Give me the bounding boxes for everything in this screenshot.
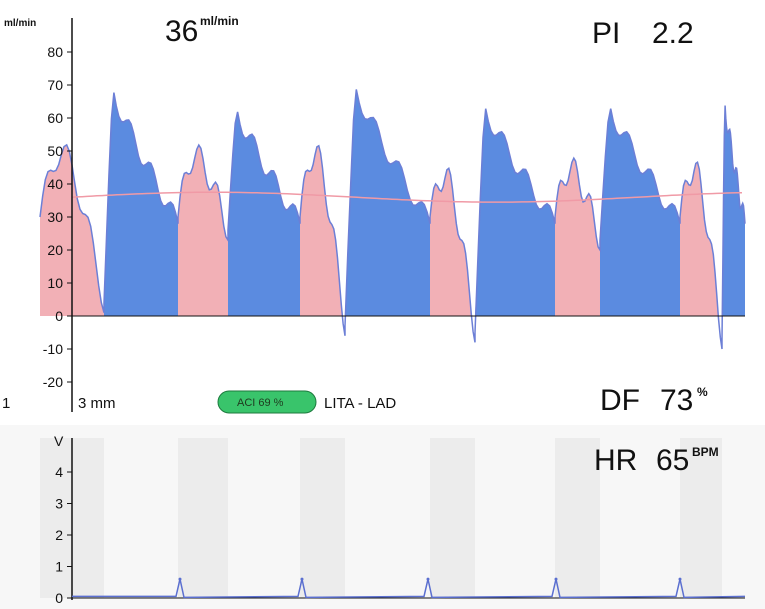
- df-label: DF: [600, 384, 640, 417]
- hr-label: HR: [594, 444, 637, 477]
- hr-value: 65: [656, 444, 689, 477]
- ecg-tick-label: 2: [55, 527, 63, 543]
- flow-outline: [39, 89, 746, 350]
- flow-tick-label: 40: [47, 176, 63, 192]
- vessel-label: LITA - LAD: [324, 395, 396, 412]
- flow-y-ticks: 80 70 60 50 40 30 20 10 0 -10 -20: [43, 44, 72, 390]
- ecg-tick-label: 1: [55, 559, 63, 575]
- ecg-trace: [72, 577, 746, 599]
- flow-tick-label: 70: [47, 77, 63, 93]
- ecg-r-peak: [426, 577, 430, 581]
- systolic-flow-area: [228, 111, 300, 317]
- diastolic-flow-area: [300, 145, 345, 316]
- y-axis-unit-label: ml/min: [4, 18, 36, 29]
- ecg-tick-label: 4: [55, 464, 63, 480]
- pi-label: PI: [592, 17, 620, 50]
- diastolic-flow-area: [178, 145, 228, 316]
- flow-tick-label: 50: [47, 143, 63, 159]
- flow-tick-label: 20: [47, 242, 63, 258]
- diastolic-flow-area: [555, 158, 600, 316]
- systolic-flow-area: [345, 89, 430, 317]
- systolic-flow-area: [722, 105, 745, 316]
- aci-badge: [217, 390, 317, 414]
- mean-flow-unit: ml/min: [200, 14, 239, 28]
- flow-tick-label: 30: [47, 209, 63, 225]
- hr-unit: BPM: [692, 445, 719, 459]
- flow-trace: [39, 89, 746, 350]
- diastolic-flow-area: [680, 162, 722, 316]
- ecg-tick-label: 3: [55, 496, 63, 512]
- df-value: 73: [660, 384, 693, 417]
- systolic-flow-area: [104, 92, 178, 316]
- ecg-beat-shade: [178, 438, 228, 598]
- flow-tick-label: 80: [47, 44, 63, 60]
- ecg-r-peak: [178, 577, 182, 581]
- ecg-beat-shade: [430, 438, 475, 598]
- pi-value: 2.2: [652, 17, 694, 50]
- ecg-beat-shade: [555, 438, 600, 598]
- ecg-panel-background: [0, 425, 765, 609]
- mean-flow-value: 36: [165, 15, 198, 48]
- ecg-y-ticks: 4 3 2 1 0: [55, 464, 72, 606]
- left-marker: 1: [2, 395, 10, 412]
- ecg-unit-label: V: [54, 433, 64, 449]
- aci-badge-label: ACI 69 %: [237, 397, 284, 409]
- ecg-r-peak: [678, 577, 682, 581]
- ecg-beat-shade: [300, 438, 345, 598]
- ecg-r-peak: [300, 577, 304, 581]
- ecg-beat-shading: [40, 438, 722, 598]
- flow-tick-label: 10: [47, 275, 63, 291]
- ecg-beat-shade: [680, 438, 722, 598]
- ecg-tick-label: 0: [55, 590, 63, 606]
- flow-tick-label: 0: [55, 308, 63, 324]
- systolic-flow-area: [475, 108, 555, 316]
- flow-tick-label: -20: [43, 374, 63, 390]
- flow-tick-label: -10: [43, 341, 63, 357]
- flow-tick-label: 60: [47, 110, 63, 126]
- scale-label: 3 mm: [78, 395, 116, 412]
- df-unit: %: [697, 385, 708, 399]
- ecg-r-peak: [554, 577, 558, 581]
- mean-flow-line: [71, 191, 743, 203]
- systolic-flow-area: [600, 108, 680, 316]
- diastolic-flow-area: [430, 168, 475, 316]
